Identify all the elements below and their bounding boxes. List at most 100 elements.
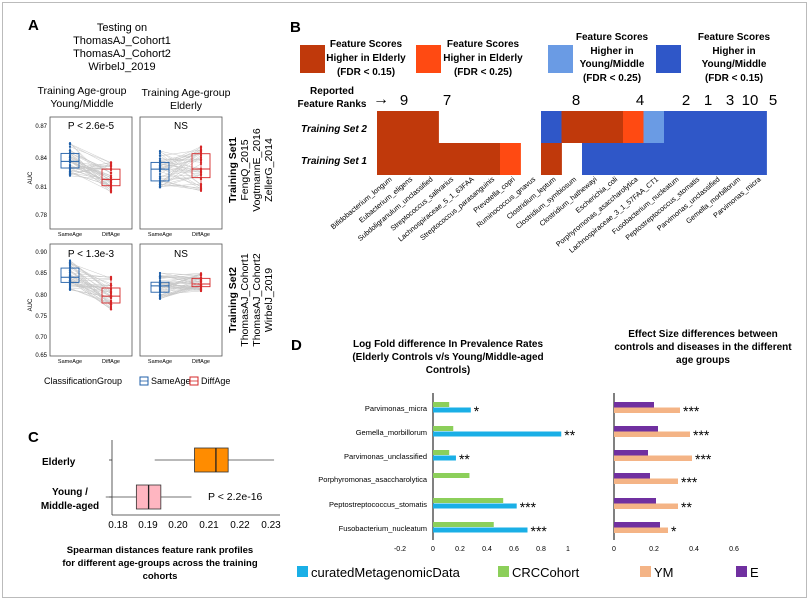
legend-curated: curatedMetagenomicData (311, 565, 461, 580)
sameage-point (158, 271, 162, 275)
tick: 0.70 (35, 335, 47, 341)
tick: 0.4 (689, 546, 699, 553)
paired-line (159, 183, 202, 189)
p-value-young-set2: P < 1.3e-3 (68, 249, 115, 260)
paired-line (159, 286, 202, 299)
paired-line (69, 265, 112, 297)
diffage-point (109, 179, 113, 182)
panel-c-letter: C (28, 429, 39, 446)
sameage-point (158, 157, 162, 160)
arrow-right-icon: → (373, 91, 389, 108)
paired-line (69, 144, 112, 167)
c-p-value: P < 2.2e-16 (208, 491, 263, 503)
feature-rank: 9 (400, 92, 408, 109)
auc-plot-young-set2 (49, 243, 133, 357)
training-set2-cohort-2: ThomasAJ_Cohort2 (251, 253, 263, 347)
sameage-point (68, 273, 72, 276)
diffage-point (109, 301, 113, 305)
tick: 0.19 (138, 520, 158, 531)
diffage-point (199, 176, 203, 179)
paired-line (69, 161, 112, 168)
legend-elderly-015-line-3: (FDR < 0.15) (337, 67, 395, 78)
feature-labels: Bifidobacterium_longumEubacterium_eligen… (329, 174, 763, 254)
diffage-point (109, 168, 113, 172)
c-xticks: 0.18 0.19 0.20 0.21 0.22 0.23 (108, 520, 281, 531)
heatmap-cell (582, 111, 603, 143)
ym-bar (614, 455, 692, 461)
sameage-point (158, 297, 162, 300)
training-set1-title: Training Set1 (227, 137, 239, 203)
curated-bar (433, 431, 562, 437)
paired-line (69, 262, 112, 279)
log-fold-difference-chart: Parvimonas_micra * Gemella_morbillorum ** Pa… (318, 402, 576, 539)
paired-line (69, 280, 112, 305)
feature-rank: 7 (443, 92, 451, 109)
spearman-boxplots (105, 447, 275, 510)
sameage-point (68, 271, 72, 274)
sameage-point (68, 171, 72, 174)
d-category-label: Peptostreptococcus_stomatis (329, 500, 427, 509)
d-category-label: Porphyromonas_asaccharolytica (318, 475, 428, 484)
feature-score-heatmap (377, 111, 767, 175)
d-left-title-2: (Elderly Controls v/s Young/Middle-aged (352, 352, 543, 363)
paired-line (69, 280, 112, 297)
heatmap-cell (746, 143, 767, 175)
paired-line (159, 151, 202, 185)
diffage-point (199, 281, 203, 284)
sameage-point (158, 294, 162, 297)
reported-label-2: Feature Ranks (298, 99, 367, 110)
paired-line (69, 272, 112, 278)
paired-line (69, 263, 112, 287)
tick: 0.20 (168, 520, 188, 531)
tick: 0.78 (35, 213, 47, 219)
diffage-point (199, 284, 203, 287)
heatmap-cell (623, 143, 644, 175)
paired-line (159, 147, 202, 170)
testing-on-line-4: WirbelJ_2019 (88, 61, 155, 73)
tick: -0.2 (394, 546, 406, 553)
feature-ranks: 9 7 8 4 2 1 3 10 5 (400, 92, 777, 109)
curated-bar (433, 503, 517, 509)
tick: SameAge (148, 359, 172, 365)
panel-a: A Testing on ThomasAJ_Cohort1 ThomasAJ_C… (28, 17, 275, 386)
heatmap-cell (602, 111, 624, 143)
heatmap-cell (418, 111, 439, 143)
sameage-point (68, 285, 72, 288)
crccohort-bar (433, 402, 450, 407)
d-category-label: Parvimonas_unclassified (344, 452, 427, 461)
auc-paired-plots (60, 142, 211, 311)
auc-ylabel-bottom: AUC (28, 298, 34, 311)
significance-label: ** (564, 427, 575, 443)
legend-young-015-line-1: Feature Scores (698, 32, 771, 43)
paired-line (69, 150, 112, 190)
ym-bar (614, 407, 680, 413)
tick: DiffAge (102, 232, 120, 238)
panel-d-letter: D (291, 337, 302, 354)
auc-plot-elderly-set1 (139, 116, 223, 230)
diffage-point (109, 176, 113, 179)
training-set1-label: Training Set1 FengQ_2015 VogtmannE_2016 … (227, 128, 275, 212)
heatmap-cell (459, 143, 480, 175)
paired-line (159, 183, 202, 187)
sameage-point (158, 154, 162, 157)
paired-line (159, 273, 202, 292)
paired-line (159, 282, 202, 289)
heatmap-cell (500, 143, 521, 175)
sameage-point (158, 175, 162, 178)
tick: 0.6 (729, 546, 739, 553)
legend-young-025-line-1: Feature Scores (576, 32, 649, 43)
group-label-young-2: Middle-aged (41, 501, 99, 512)
paired-line (69, 152, 112, 171)
heatmap-cell (664, 143, 685, 175)
sameage-point (158, 181, 162, 184)
sameage-point (158, 172, 162, 176)
legend-swatch-crccohort (498, 566, 509, 577)
feature-rank: 5 (769, 92, 777, 109)
legend-e: E (750, 565, 759, 580)
diffage-point (109, 191, 113, 194)
legend-elderly-025-line-3: (FDR < 0.25) (454, 67, 512, 78)
legend-swatch-curated (297, 566, 308, 577)
heatmap-cell (684, 111, 706, 143)
sameage-point (68, 277, 72, 281)
paired-line (69, 280, 112, 303)
